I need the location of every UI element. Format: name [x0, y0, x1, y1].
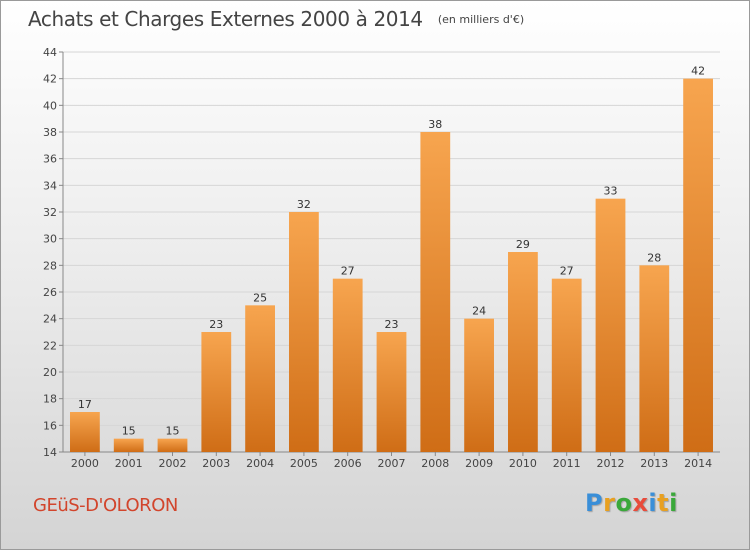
x-tick-label-2004: 2004	[246, 457, 274, 470]
y-tick-label-38: 38	[43, 126, 57, 139]
x-tick-label-2010: 2010	[509, 457, 537, 470]
bar-2003	[201, 332, 232, 452]
y-tick-label-20: 20	[43, 366, 57, 379]
data-label-2013: 28	[647, 251, 661, 264]
bar-2010	[508, 252, 538, 452]
bars	[70, 78, 713, 453]
place-name: GEüS-D'OLORON	[33, 495, 178, 516]
bar-2000	[70, 412, 100, 452]
y-tick-label-18: 18	[43, 393, 57, 406]
x-tick-label-2012: 2012	[597, 457, 625, 470]
bar-2005	[289, 212, 319, 452]
data-label-2000: 17	[78, 398, 92, 411]
x-tick-label-2014: 2014	[684, 457, 712, 470]
data-label-2009: 24	[472, 305, 486, 318]
labels: 14 16 18 20 22 24 26 28 30 32 34 36 38 40 42 44 17 2000 15…	[43, 46, 712, 470]
chart-title-text: Achats et Charges Externes 2000 à 2014	[28, 7, 423, 31]
x-tick-label-2006: 2006	[334, 457, 362, 470]
data-label-2010: 29	[516, 238, 530, 251]
y-tick-label-34: 34	[43, 179, 57, 192]
bar-2012	[595, 198, 626, 452]
bar-2013	[639, 265, 670, 452]
chart-unit-note: (en milliers d'€)	[437, 13, 525, 26]
data-label-2004: 25	[253, 291, 267, 304]
data-label-2005: 32	[297, 198, 311, 211]
x-tick-label-2011: 2011	[553, 457, 581, 470]
x-tick-label-2002: 2002	[159, 457, 187, 470]
x-tick-label-2005: 2005	[290, 457, 318, 470]
y-tick-label-32: 32	[43, 206, 57, 219]
chart-title: Achats et Charges Externes 2000 à 2014 (…	[28, 7, 524, 31]
data-label-2012: 33	[604, 185, 618, 198]
logo-letter: t	[657, 489, 670, 517]
data-label-2011: 27	[560, 265, 574, 278]
proxiti-logo: Proxiti	[585, 489, 678, 517]
data-label-2003: 23	[209, 318, 223, 331]
bar-2008	[420, 132, 451, 452]
y-tick-label-44: 44	[43, 46, 57, 59]
logo-letter: x	[632, 489, 649, 517]
y-tick-label-30: 30	[43, 233, 57, 246]
data-label-2001: 15	[122, 425, 136, 438]
data-label-2014: 42	[691, 65, 705, 78]
bar-2009	[464, 318, 494, 452]
logo-letter: o	[615, 489, 633, 517]
y-tick-label-26: 26	[43, 286, 57, 299]
x-tick-label-2009: 2009	[465, 457, 493, 470]
logo-letter: i	[669, 489, 678, 517]
data-label-2006: 27	[341, 265, 355, 278]
y-tick-label-16: 16	[43, 419, 57, 432]
x-tick-label-2013: 2013	[640, 457, 668, 470]
data-label-2008: 38	[428, 118, 442, 131]
y-tick-label-40: 40	[43, 99, 57, 112]
y-tick-label-22: 22	[43, 339, 57, 352]
bar-2002	[157, 438, 188, 452]
bar-2001	[113, 438, 144, 452]
logo-letter: r	[603, 489, 616, 517]
logo-letter: i	[648, 489, 658, 517]
y-tick-label-36: 36	[43, 153, 57, 166]
y-tick-label-14: 14	[43, 446, 57, 459]
y-tick-label-24: 24	[43, 313, 57, 326]
y-tick-label-28: 28	[43, 259, 57, 272]
x-tick-label-2003: 2003	[202, 457, 230, 470]
x-tick-label-2001: 2001	[115, 457, 143, 470]
logo-letter: P	[585, 489, 604, 517]
data-label-2002: 15	[166, 425, 180, 438]
bar-2014	[683, 78, 713, 453]
data-label-2007: 23	[385, 318, 399, 331]
bar-2006	[332, 278, 363, 452]
bar-2007	[376, 332, 407, 452]
bar-2004	[245, 305, 275, 452]
x-tick-label-2007: 2007	[378, 457, 406, 470]
bar-2011	[551, 278, 582, 452]
x-tick-label-2000: 2000	[71, 457, 99, 470]
x-tick-label-2008: 2008	[421, 457, 449, 470]
y-tick-label-42: 42	[43, 73, 57, 86]
